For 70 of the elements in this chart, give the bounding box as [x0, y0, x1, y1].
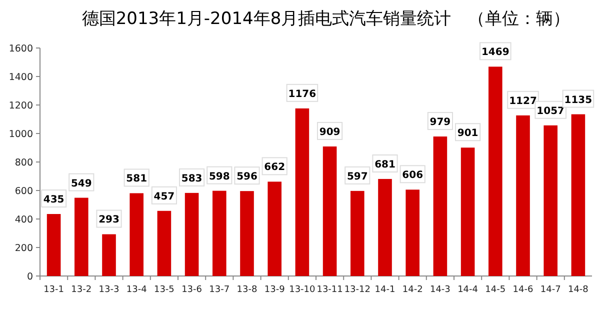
x-tick-label: 13-1	[44, 285, 64, 295]
bar	[130, 193, 144, 276]
x-tick-label: 14-4	[458, 285, 478, 295]
x-tick-label: 13-5	[154, 285, 174, 295]
data-label: 598	[208, 171, 230, 182]
x-tick-label: 13-10	[289, 285, 316, 295]
bar	[157, 210, 172, 276]
bar	[516, 115, 530, 276]
y-tick-label: 400	[14, 214, 33, 226]
y-tick-label: 1200	[8, 100, 33, 112]
x-tick-label: 13-11	[316, 285, 343, 295]
data-label: 293	[98, 214, 120, 226]
x-tick-label: 13-12	[344, 285, 370, 295]
x-tick-label: 14-5	[485, 285, 506, 295]
bar	[102, 234, 116, 276]
y-tick-label: 600	[14, 186, 33, 197]
data-label: 1057	[536, 106, 565, 117]
x-tick-label: 13-7	[209, 285, 230, 295]
bar	[240, 191, 254, 276]
y-tick-label: 1000	[8, 129, 33, 140]
x-tick-label: 13-2	[71, 285, 92, 295]
data-label: 1127	[509, 96, 537, 107]
bar	[74, 198, 88, 276]
bar	[571, 114, 586, 276]
data-label: 901	[457, 128, 478, 140]
x-tick-label: 14-6	[512, 285, 534, 295]
bar	[488, 66, 502, 276]
data-label: 597	[346, 171, 368, 182]
data-label: 909	[319, 126, 340, 138]
bar	[184, 192, 199, 276]
bar	[295, 108, 310, 276]
bar	[460, 148, 475, 276]
data-label: 662	[264, 162, 286, 174]
y-tick-label: 800	[14, 158, 33, 168]
bar	[268, 182, 282, 276]
x-tick-label: 14-7	[540, 285, 561, 295]
data-label: 457	[154, 191, 175, 202]
y-tick-label: 1400	[8, 72, 33, 83]
bar	[378, 178, 392, 276]
bar	[433, 136, 448, 276]
bar	[544, 125, 558, 276]
x-tick-label: 14-2	[402, 285, 423, 295]
y-tick-label: 0	[26, 272, 33, 282]
bar	[212, 190, 226, 276]
bar	[350, 190, 364, 276]
x-tick-label: 13-4	[126, 285, 148, 295]
x-tick-label: 13-8	[236, 285, 258, 295]
chart-title: 德国2013年1月-2014年8月插电式汽车销量统计 （单位：辆）	[82, 9, 570, 29]
data-label: 1135	[564, 94, 592, 106]
data-label: 606	[402, 170, 424, 182]
x-tick-label: 13-9	[264, 285, 286, 295]
data-label: 596	[236, 172, 258, 183]
data-label: 1176	[288, 88, 316, 100]
bar	[46, 214, 61, 276]
data-label: 549	[70, 178, 92, 190]
data-label: 581	[126, 174, 148, 185]
data-label: 681	[374, 159, 396, 170]
y-tick-label: 1600	[8, 44, 33, 54]
data-label: 979	[430, 116, 451, 128]
data-label: 583	[181, 173, 202, 184]
x-tick-label: 14-8	[568, 285, 589, 295]
x-tick-label: 13-6	[182, 285, 202, 295]
x-tick-label: 14-3	[430, 285, 450, 295]
bar	[406, 190, 420, 276]
x-tick-label: 14-1	[374, 285, 396, 295]
y-tick-label: 200	[14, 243, 33, 254]
data-label: 1469	[481, 47, 510, 58]
data-label: 435	[43, 194, 64, 206]
bar	[322, 146, 337, 276]
x-tick-label: 13-3	[98, 285, 120, 295]
